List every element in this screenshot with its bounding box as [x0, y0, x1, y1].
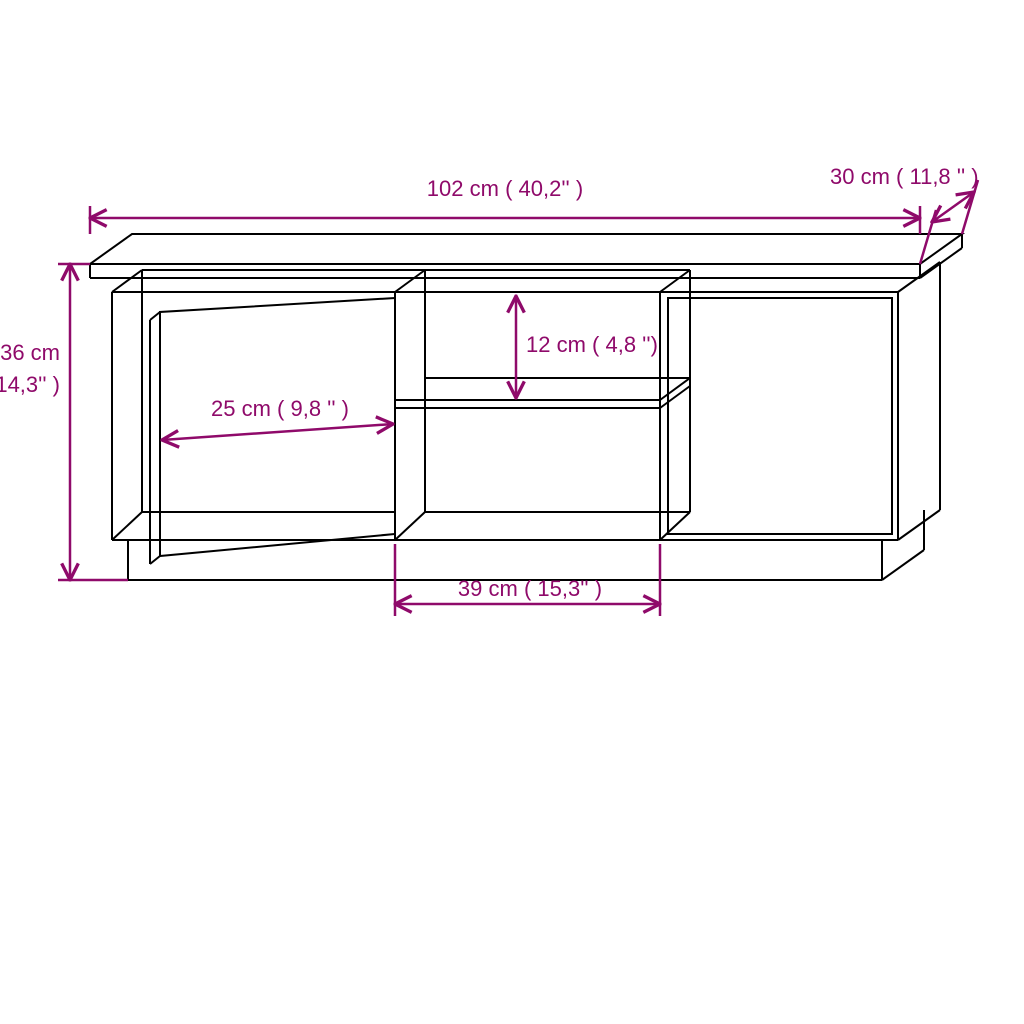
label-shelf-in: ( 4,8 ''): [592, 332, 658, 357]
label-mid-in: ( 15,3'' ): [524, 576, 602, 601]
label-depth: 30 cm ( 11,8 '' ): [830, 164, 979, 189]
label-height-cm: 36 cm: [0, 340, 60, 365]
dimension-lines: [58, 180, 978, 616]
label-door-cm: 25 cm: [211, 396, 271, 421]
label-door: 25 cm ( 9,8 '' ): [211, 396, 349, 421]
label-width: 102 cm ( 40,2'' ): [427, 176, 583, 201]
label-depth-in: ( 11,8 '' ): [896, 164, 979, 189]
label-mid: 39 cm ( 15,3'' ): [458, 576, 602, 601]
label-width-cm: 102 cm: [427, 176, 499, 201]
dimension-labels: 102 cm ( 40,2'' ) 30 cm ( 11,8 '' ) 36 c…: [0, 164, 979, 601]
label-width-in: ( 40,2'' ): [505, 176, 583, 201]
label-height-in: ( 14,3'' ): [0, 372, 60, 397]
dimension-drawing: 102 cm ( 40,2'' ) 30 cm ( 11,8 '' ) 36 c…: [0, 0, 1024, 1024]
label-door-in: ( 9,8 '' ): [277, 396, 349, 421]
label-mid-cm: 39 cm: [458, 576, 518, 601]
label-depth-cm: 30 cm: [830, 164, 890, 189]
label-shelf-cm: 12 cm: [526, 332, 586, 357]
label-shelf: 12 cm ( 4,8 ''): [526, 332, 658, 357]
